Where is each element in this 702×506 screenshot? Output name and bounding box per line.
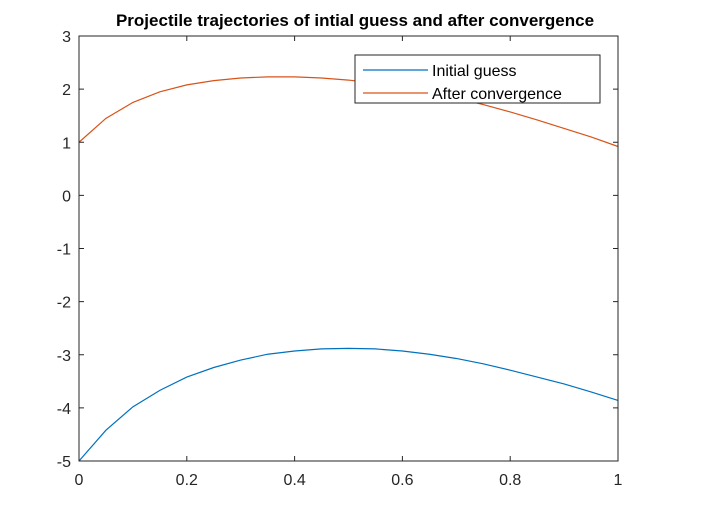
y-tick-label: -3 xyxy=(57,348,71,365)
legend-box xyxy=(354,54,601,104)
series-layer xyxy=(78,76,619,462)
legend-label-after-convergence: After convergence xyxy=(432,86,562,103)
y-tick-label: 2 xyxy=(62,82,71,99)
y-tick-label: 1 xyxy=(62,135,71,152)
y-tick-label: -2 xyxy=(57,295,71,312)
x-tick-label: 1 xyxy=(614,472,623,489)
x-tick-label: 0.2 xyxy=(176,472,198,489)
y-tick-label: 0 xyxy=(62,188,71,205)
legend-label-initial-guess: Initial guess xyxy=(432,63,517,80)
ticks-layer: 0 0.2 0.4 0.6 0.8 1 3 2 1 0 -1 -2 -3 -4 -5 xyxy=(57,29,623,489)
x-tick-label: 0.4 xyxy=(283,472,305,489)
x-tick-label: 0.8 xyxy=(499,472,521,489)
chart-title: Projectile trajectories of intial guess … xyxy=(116,11,594,30)
x-tick-label: 0 xyxy=(75,472,84,489)
series-line-after-convergence xyxy=(78,76,619,148)
y-tick-label: 3 xyxy=(62,29,71,46)
plot-area xyxy=(79,36,618,461)
x-tick-label: 0.6 xyxy=(391,472,413,489)
legend: Initial guess After convergence xyxy=(354,54,601,104)
series-line-initial-guess xyxy=(78,347,619,462)
y-tick-label: -5 xyxy=(57,454,71,471)
y-tick-label: -4 xyxy=(57,401,71,418)
y-tick-label: -1 xyxy=(57,242,71,259)
